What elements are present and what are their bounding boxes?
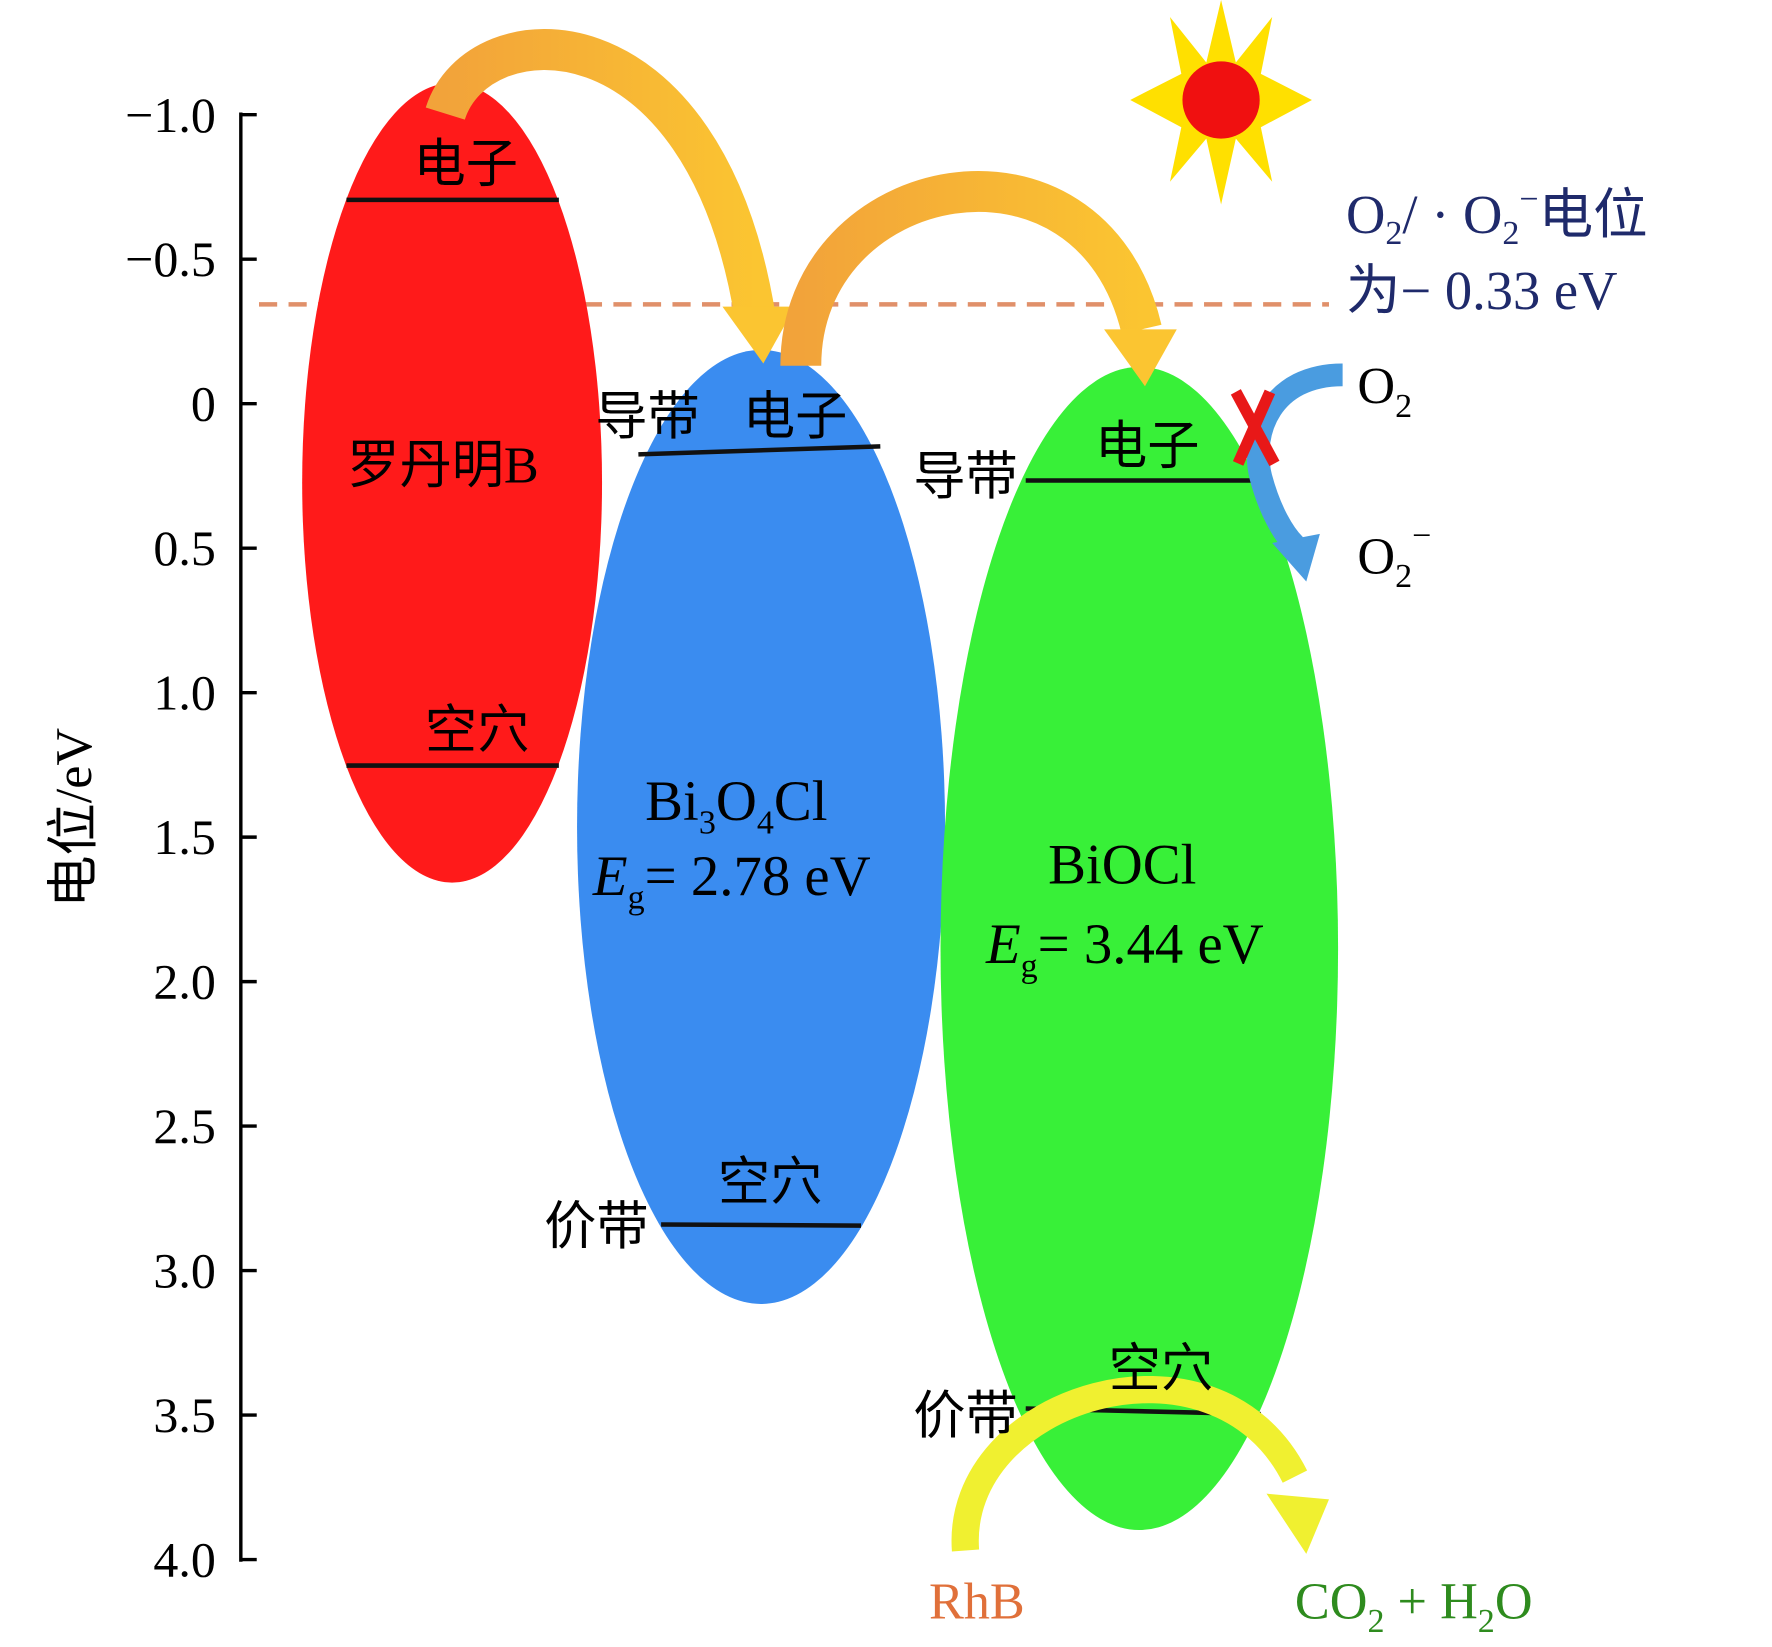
product-sub: 2 bbox=[1478, 1603, 1495, 1640]
band-gap-sub: g bbox=[1021, 948, 1038, 985]
note-sup: − bbox=[1519, 181, 1538, 218]
oxygen-label: O2 bbox=[1357, 357, 1412, 425]
hole-label: 空穴 bbox=[1109, 1340, 1213, 1398]
oxygen-part: O bbox=[1357, 357, 1395, 415]
tick-label: 0.5 bbox=[153, 520, 215, 576]
tick-label: 4.0 bbox=[153, 1532, 215, 1588]
oxygen-arrow bbox=[1246, 363, 1344, 554]
biocl-band bbox=[940, 366, 1339, 1531]
band-gap-symbol: E bbox=[985, 913, 1021, 976]
band-gap-symbol: E bbox=[592, 845, 628, 908]
tick-label: 1.5 bbox=[153, 809, 215, 865]
rhodamine-band bbox=[302, 82, 603, 883]
tick-label: 2.0 bbox=[153, 954, 215, 1010]
level-line bbox=[638, 444, 881, 457]
formula-part: Bi bbox=[645, 770, 699, 833]
product-part: O bbox=[1495, 1573, 1533, 1631]
electron-label: 电子 bbox=[413, 136, 517, 194]
valence-band-label: 价带 bbox=[913, 1387, 1017, 1445]
arrow-head bbox=[1272, 533, 1320, 582]
arrow-head bbox=[1104, 329, 1177, 387]
axis: 电位/eV −1.0 −0.5 0 0.5 1.0 1.5 2.0 2.5 3.0 3.5 4.0 bbox=[45, 87, 257, 1588]
note-part: O bbox=[1346, 184, 1385, 245]
electron-label: 电子 bbox=[743, 388, 847, 446]
bi3o4cl-band bbox=[577, 349, 946, 1304]
conduction-band-label: 导带 bbox=[913, 448, 1017, 506]
formula-sub: 3 bbox=[699, 805, 716, 842]
axis-label: 电位/eV bbox=[45, 728, 103, 908]
hole-label: 空穴 bbox=[425, 701, 529, 759]
tick-label: −0.5 bbox=[125, 231, 216, 287]
level-line bbox=[661, 1222, 862, 1228]
note-sub: 2 bbox=[1385, 215, 1402, 252]
formula-part: O bbox=[716, 770, 757, 833]
note-sub: 2 bbox=[1502, 215, 1519, 252]
tick-label: 3.5 bbox=[153, 1387, 215, 1443]
band-gap: Eg= 3.44 eV bbox=[985, 913, 1264, 985]
hole-label: 空穴 bbox=[718, 1153, 822, 1211]
tick-label: 3.0 bbox=[153, 1243, 215, 1299]
material-name: 罗丹明B bbox=[347, 437, 539, 495]
sun bbox=[1130, 0, 1312, 205]
superoxide-sub: 2 bbox=[1395, 558, 1412, 595]
degradation-arrow bbox=[951, 1376, 1308, 1552]
band-gap-sub: g bbox=[628, 880, 645, 917]
arrow-head bbox=[1266, 1493, 1329, 1554]
superoxide-label: O2− bbox=[1357, 517, 1431, 595]
tick-label: −1.0 bbox=[125, 87, 216, 143]
formula: BiOCl bbox=[1048, 834, 1196, 897]
formula: Bi3O4Cl bbox=[645, 770, 827, 842]
formula-part: Cl bbox=[774, 770, 828, 833]
conduction-band-label: 导带 bbox=[595, 388, 699, 446]
band-gap-value: = 2.78 eV bbox=[645, 845, 871, 908]
cross-mark bbox=[1230, 389, 1280, 467]
oxygen-sub: 2 bbox=[1395, 388, 1412, 425]
superoxide-sup: − bbox=[1412, 517, 1431, 554]
reactant-label: RhB bbox=[929, 1573, 1025, 1631]
formula-sub: 4 bbox=[757, 805, 774, 842]
transfer-arrow bbox=[780, 171, 1162, 367]
tick-label: 2.5 bbox=[153, 1098, 215, 1154]
product-sub: 2 bbox=[1367, 1603, 1384, 1640]
transfer-arrow bbox=[425, 29, 776, 322]
valence-band-label: 价带 bbox=[544, 1198, 648, 1256]
product-part: + H bbox=[1385, 1573, 1478, 1631]
band-gap-value: = 3.44 eV bbox=[1038, 913, 1264, 976]
product-part: CO bbox=[1295, 1573, 1368, 1631]
note-part: / · O bbox=[1402, 184, 1502, 245]
potential-note: 为− 0.33 eV bbox=[1346, 260, 1618, 321]
superoxide-part: O bbox=[1357, 528, 1395, 586]
tick-label: 0 bbox=[191, 376, 216, 432]
arrow-head bbox=[722, 306, 796, 364]
electron-label: 电子 bbox=[1095, 417, 1199, 475]
note-part: 电位 bbox=[1539, 184, 1648, 245]
band-gap: Eg= 2.78 eV bbox=[592, 845, 871, 917]
tick-label: 1.0 bbox=[153, 665, 215, 721]
product-label: CO2 + H2O bbox=[1295, 1573, 1533, 1641]
potential-note: O2/ · O2−电位 bbox=[1346, 181, 1648, 252]
